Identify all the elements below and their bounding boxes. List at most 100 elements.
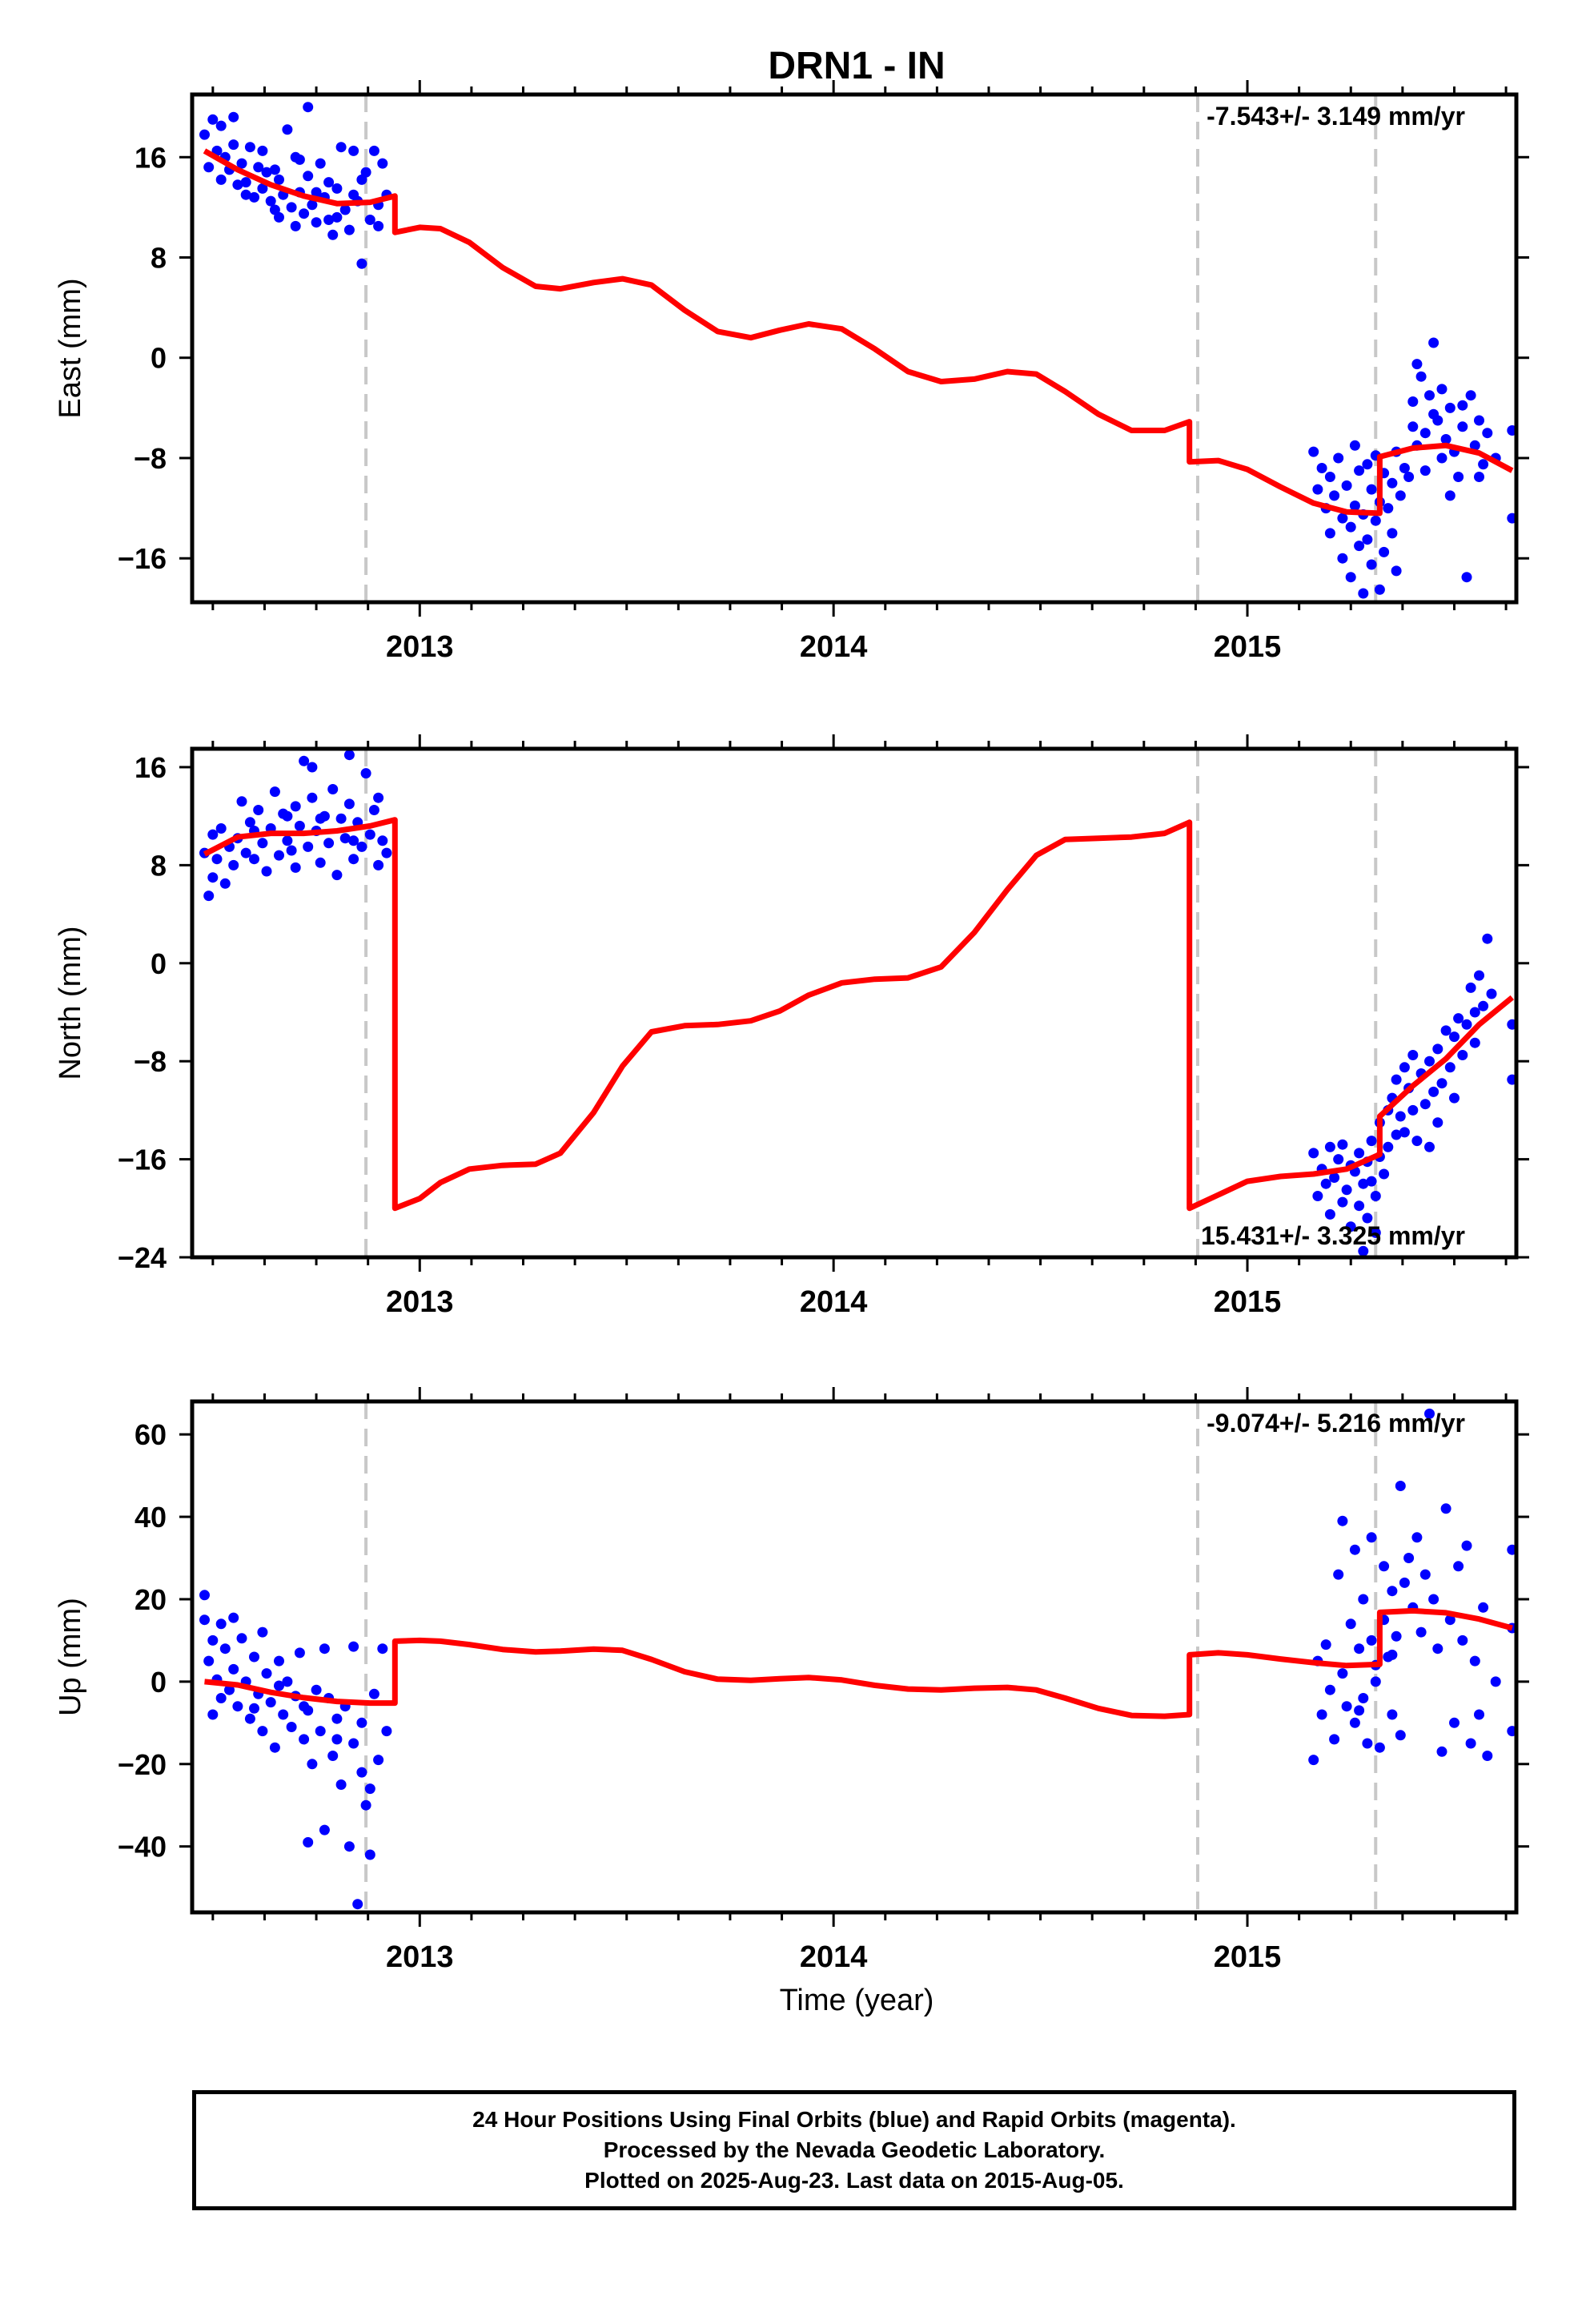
data-point: [1403, 1553, 1415, 1563]
data-point: [1469, 1655, 1480, 1667]
data-point: [199, 1614, 210, 1626]
data-point: [1354, 541, 1365, 552]
data-point: [1308, 446, 1319, 457]
data-point: [335, 1779, 347, 1790]
data-point: [261, 167, 272, 178]
data-point: [294, 820, 305, 831]
data-point: [1457, 1050, 1468, 1060]
data-point: [1316, 1709, 1327, 1720]
data-point: [299, 1701, 310, 1712]
data-point: [1349, 1717, 1360, 1728]
data-point: [348, 1738, 359, 1749]
data-point: [257, 1626, 268, 1638]
rate-annotation: -9.074+/- 5.216 mm/yr: [1207, 1409, 1465, 1437]
data-point: [1366, 1176, 1377, 1187]
data-point: [1366, 484, 1377, 495]
data-point: [1337, 1515, 1348, 1526]
data-point: [1453, 1561, 1464, 1572]
data-point: [373, 220, 384, 231]
data-point: [1362, 1738, 1373, 1749]
plot-frame: [190, 746, 1519, 1260]
data-point: [1341, 1701, 1352, 1712]
data-point: [253, 162, 264, 173]
model-line: [204, 1607, 1513, 1719]
data-point: [1461, 572, 1472, 583]
data-point: [303, 102, 314, 113]
data-point: [335, 142, 347, 153]
data-point: [1428, 1086, 1439, 1097]
data-point: [319, 1824, 330, 1835]
data-point: [368, 805, 379, 815]
data-point: [315, 158, 326, 169]
data-point: [215, 1618, 227, 1630]
x-tick-label: 2014: [800, 1285, 868, 1319]
data-point: [373, 792, 384, 803]
data-point: [1370, 1191, 1381, 1201]
data-point: [207, 872, 219, 883]
data-point: [274, 174, 284, 185]
data-point: [261, 866, 272, 877]
data-point: [1329, 1172, 1340, 1183]
data-point: [364, 215, 375, 225]
x-tick-label: 2013: [386, 630, 454, 664]
data-point: [343, 798, 355, 810]
data-point: [1478, 1000, 1489, 1011]
data-point: [1440, 1025, 1452, 1036]
data-point: [1411, 1136, 1423, 1147]
data-point: [1432, 1643, 1443, 1655]
data-point: [1490, 1676, 1501, 1687]
y-tick-label: 16: [135, 141, 167, 174]
data-point: [1324, 528, 1335, 539]
data-point: [356, 1717, 367, 1728]
data-point: [257, 838, 268, 849]
data-point: [373, 1755, 384, 1766]
data-point: [211, 854, 223, 865]
data-point: [1444, 1614, 1456, 1626]
up-panel: 60 40 20 0 −20 −40 2013 2014 2015 Up (mm) -9.074+/…: [54, 1387, 1529, 1974]
data-point: [1424, 1055, 1435, 1067]
data-point: [352, 1899, 363, 1910]
data-point: [1407, 421, 1419, 432]
y-tick-label: 20: [135, 1583, 167, 1616]
data-point: [381, 1726, 392, 1737]
data-point: [1324, 1684, 1335, 1695]
data-point: [356, 1767, 367, 1778]
data-point: [1395, 1481, 1406, 1491]
y-tick-label: 0: [151, 342, 167, 375]
data-point: [1395, 490, 1406, 501]
chart-title: DRN1 - IN: [768, 45, 945, 87]
data-point: [377, 158, 388, 169]
data-point: [1415, 1626, 1427, 1638]
data-point: [1387, 477, 1398, 489]
data-point: [1428, 408, 1439, 420]
data-point: [236, 158, 247, 169]
data-point: [1320, 1639, 1331, 1651]
data-point: [1461, 1019, 1472, 1030]
data-point: [1419, 428, 1431, 439]
data-point: [224, 1684, 235, 1695]
data-point: [1370, 1227, 1381, 1238]
data-point: [249, 1703, 259, 1714]
data-point: [1391, 1074, 1402, 1085]
data-point: [1337, 513, 1348, 524]
data-point: [257, 1726, 268, 1737]
data-point: [1444, 490, 1456, 501]
data-point: [299, 755, 310, 766]
data-point: [1341, 1184, 1352, 1196]
data-point: [335, 813, 347, 824]
data-point: [1428, 337, 1439, 348]
data-point: [215, 120, 227, 131]
data-point: [1354, 1200, 1365, 1212]
data-point: [1354, 1705, 1365, 1716]
data-point: [269, 786, 280, 798]
data-point: [323, 838, 335, 849]
data-point: [331, 1713, 343, 1724]
data-point: [1362, 1212, 1373, 1224]
data-point: [1432, 1043, 1443, 1055]
y-tick-label: −8: [134, 1045, 167, 1078]
data-point: [265, 1697, 276, 1708]
data-point: [311, 217, 322, 228]
data-point: [1358, 1245, 1369, 1256]
data-point: [377, 835, 388, 846]
data-point: [290, 801, 301, 812]
